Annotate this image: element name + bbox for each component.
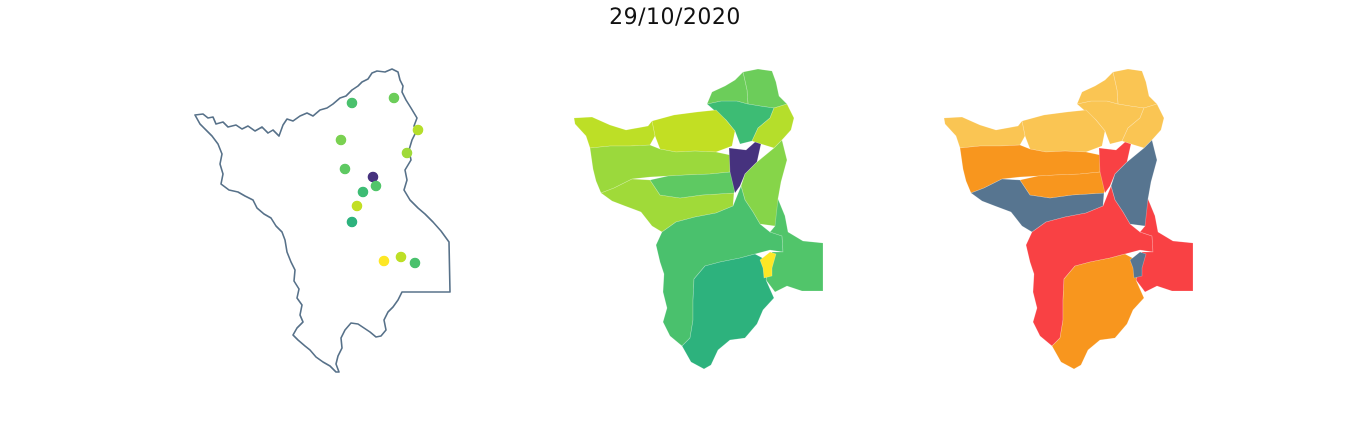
figure-title: 29/10/2020 bbox=[609, 5, 741, 30]
station-point bbox=[378, 255, 390, 267]
map-region bbox=[943, 116, 1026, 149]
map-region bbox=[651, 109, 736, 153]
map-region bbox=[1112, 68, 1158, 109]
station-point bbox=[370, 180, 382, 192]
category-region-map-panel bbox=[943, 68, 1194, 370]
station-point bbox=[335, 134, 347, 146]
station-point bbox=[351, 200, 363, 212]
station-point bbox=[367, 171, 379, 183]
station-point bbox=[395, 251, 407, 263]
map-region bbox=[706, 100, 775, 145]
map-region bbox=[1135, 198, 1194, 293]
map-region bbox=[742, 68, 788, 109]
state-outline bbox=[194, 68, 451, 373]
station-point bbox=[401, 147, 413, 159]
map-region bbox=[759, 251, 777, 279]
map-region bbox=[706, 71, 749, 105]
station-point bbox=[388, 92, 400, 104]
map-region bbox=[765, 198, 824, 293]
station-point bbox=[357, 186, 369, 198]
station-point bbox=[339, 163, 351, 175]
viridis-region-map-panel bbox=[573, 68, 824, 370]
map-region bbox=[1129, 251, 1147, 279]
station-point bbox=[346, 216, 358, 228]
map-region bbox=[1076, 71, 1119, 105]
map-region bbox=[573, 116, 656, 149]
station-point bbox=[346, 97, 358, 109]
map-region bbox=[1051, 253, 1145, 370]
map-region bbox=[1021, 109, 1106, 153]
map-region bbox=[1076, 100, 1145, 145]
station-point bbox=[409, 257, 421, 269]
map-region bbox=[681, 253, 775, 370]
station-point bbox=[412, 124, 424, 136]
station-map-panel bbox=[194, 68, 451, 373]
